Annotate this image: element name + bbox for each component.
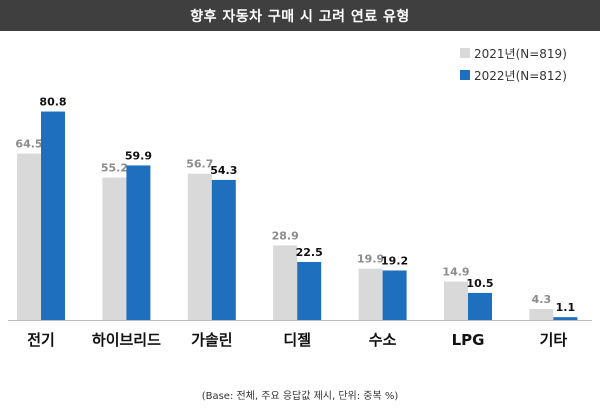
data-label-2021: 56.7 (186, 158, 213, 171)
legend-label-2022: 2022년(N=812) (474, 68, 567, 83)
bar-2021 (273, 245, 298, 320)
data-label-2022: 80.8 (39, 96, 66, 109)
bar-2022 (382, 270, 407, 320)
chart-title: 향후 자동차 구매 시 고려 연료 유형 (0, 0, 600, 31)
legend: 2021년(N=819) 2022년(N=812) (460, 42, 567, 86)
legend-swatch-2022 (460, 70, 470, 80)
bar-2021 (187, 173, 212, 320)
footnote: (Base: 전체, 주요 응답값 제시, 단위: 중복 %) (201, 391, 399, 402)
data-label-2021: 55.2 (101, 162, 128, 175)
bar-2022 (553, 317, 578, 320)
bar-2022 (126, 165, 151, 320)
data-label-2022: 10.5 (466, 277, 493, 290)
data-label-2021: 14.9 (442, 266, 469, 279)
data-label-2021: 28.9 (272, 229, 299, 242)
data-label-2021: 64.5 (15, 138, 42, 151)
category-label: 하이브리드 (92, 331, 161, 349)
bar-2022 (41, 111, 65, 320)
data-label-2022: 54.3 (210, 164, 237, 177)
bar-2021 (102, 177, 127, 320)
bar-2022 (468, 292, 492, 320)
legend-item-2022: 2022년(N=812) (460, 64, 567, 86)
category-label: 기타 (540, 331, 568, 349)
category-label: 수소 (369, 331, 397, 349)
category-label: LPG (452, 331, 485, 349)
category-label: 디젤 (283, 331, 311, 349)
data-label-2022: 19.2 (381, 254, 408, 267)
bar-2021 (529, 308, 554, 320)
bar-2021 (358, 268, 383, 320)
data-label-2022: 59.9 (125, 149, 152, 162)
bar-2022 (211, 179, 236, 320)
data-label-2022: 1.1 (556, 301, 576, 314)
bar-2021 (444, 281, 468, 320)
data-label-2021: 4.3 (532, 293, 552, 306)
data-label-2022: 22.5 (296, 246, 323, 259)
category-label: 전기 (27, 331, 55, 349)
category-label: 가솔린 (191, 331, 232, 349)
legend-label-2021: 2021년(N=819) (474, 46, 567, 61)
data-label-2021: 19.9 (357, 253, 384, 266)
bar-2022 (297, 261, 322, 320)
legend-item-2021: 2021년(N=819) (460, 42, 567, 64)
bar-2021 (17, 153, 41, 320)
legend-swatch-2021 (460, 48, 470, 58)
